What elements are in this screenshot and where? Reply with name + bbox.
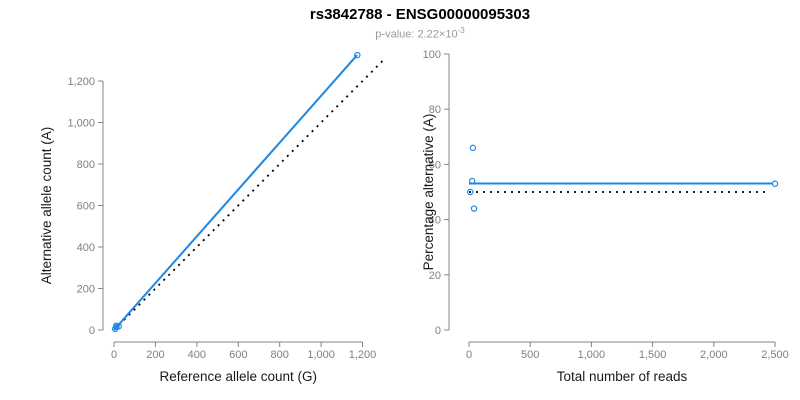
allele-counts-x-axis-title: Reference allele count (G)	[159, 369, 317, 384]
percentage-alternative-y-tick-label: 40	[429, 215, 441, 227]
allele-counts-data-point	[354, 51, 361, 59]
allele-counts-fit-line	[113, 54, 358, 331]
percentage-alternative-data-point	[467, 188, 474, 196]
percentage-alternative-x-tick-label: 1,500	[639, 349, 667, 361]
percentage-alternative-x-tick-label: 1,000	[578, 349, 606, 361]
percentage-alternative-x-tick-label: 2,000	[700, 349, 728, 361]
allele-counts-y-tick-label: 200	[77, 284, 95, 296]
allele-counts-data-point	[115, 323, 122, 330]
allele-counts-y-tick-label: 400	[77, 242, 95, 254]
allele-counts-x-tick-label: 600	[229, 349, 247, 361]
allele-counts-y-tick-label: 0	[89, 325, 95, 337]
allele-counts-identity-line	[113, 57, 386, 331]
percentage-alternative-data-point	[771, 180, 779, 187]
allele-counts-x-tick-label: 1,000	[307, 349, 335, 361]
percentage-alternative-x-tick-label: 0	[466, 349, 472, 361]
percentage-alternative-data-point	[468, 177, 476, 185]
allele-counts-y-tick-label: 600	[77, 201, 95, 213]
percentage-alternative-y-tick-label: 80	[429, 104, 441, 116]
allele-counts-x-tick-label: 400	[188, 349, 206, 361]
allele-counts-y-axis-title: Alternative allele count (A)	[39, 127, 54, 285]
percentage-alternative-y-tick-label: 100	[423, 49, 441, 61]
allele-counts-y-tick-label: 1,200	[67, 76, 95, 88]
allele-counts-x-tick-label: 200	[146, 349, 164, 361]
pvalue-exponent: -3	[457, 26, 465, 35]
percentage-alternative-y-tick-label: 20	[429, 270, 441, 282]
percentage-alternative-y-tick-label: 60	[429, 159, 441, 171]
percentage-alternative-x-axis-title: Total number of reads	[557, 369, 688, 384]
allele-counts-y-tick-label: 1,000	[67, 118, 95, 130]
percentage-alternative-x-tick-label: 500	[521, 349, 539, 361]
percentage-alternative-y-tick-label: 0	[435, 325, 441, 337]
allele-counts-x-tick-label: 1,200	[349, 349, 377, 361]
figure-subtitle: p-value: 2.22×10-3	[20, 26, 800, 41]
pvalue-text: p-value: 2.22×10	[375, 28, 458, 41]
allele-counts-x-tick-label: 800	[271, 349, 289, 361]
percentage-alternative-y-axis-title: Percentage alternative (A)	[421, 114, 436, 271]
figure-title: rs3842788 - ENSG00000095303	[309, 6, 531, 23]
allele-counts-x-tick-label: 0	[111, 349, 117, 361]
percentage-alternative-data-point	[470, 205, 478, 212]
percentage-alternative-x-tick-label: 2,500	[761, 349, 789, 361]
percentage-alternative-data-point	[469, 144, 477, 152]
allele-counts-y-tick-label: 800	[77, 159, 95, 171]
